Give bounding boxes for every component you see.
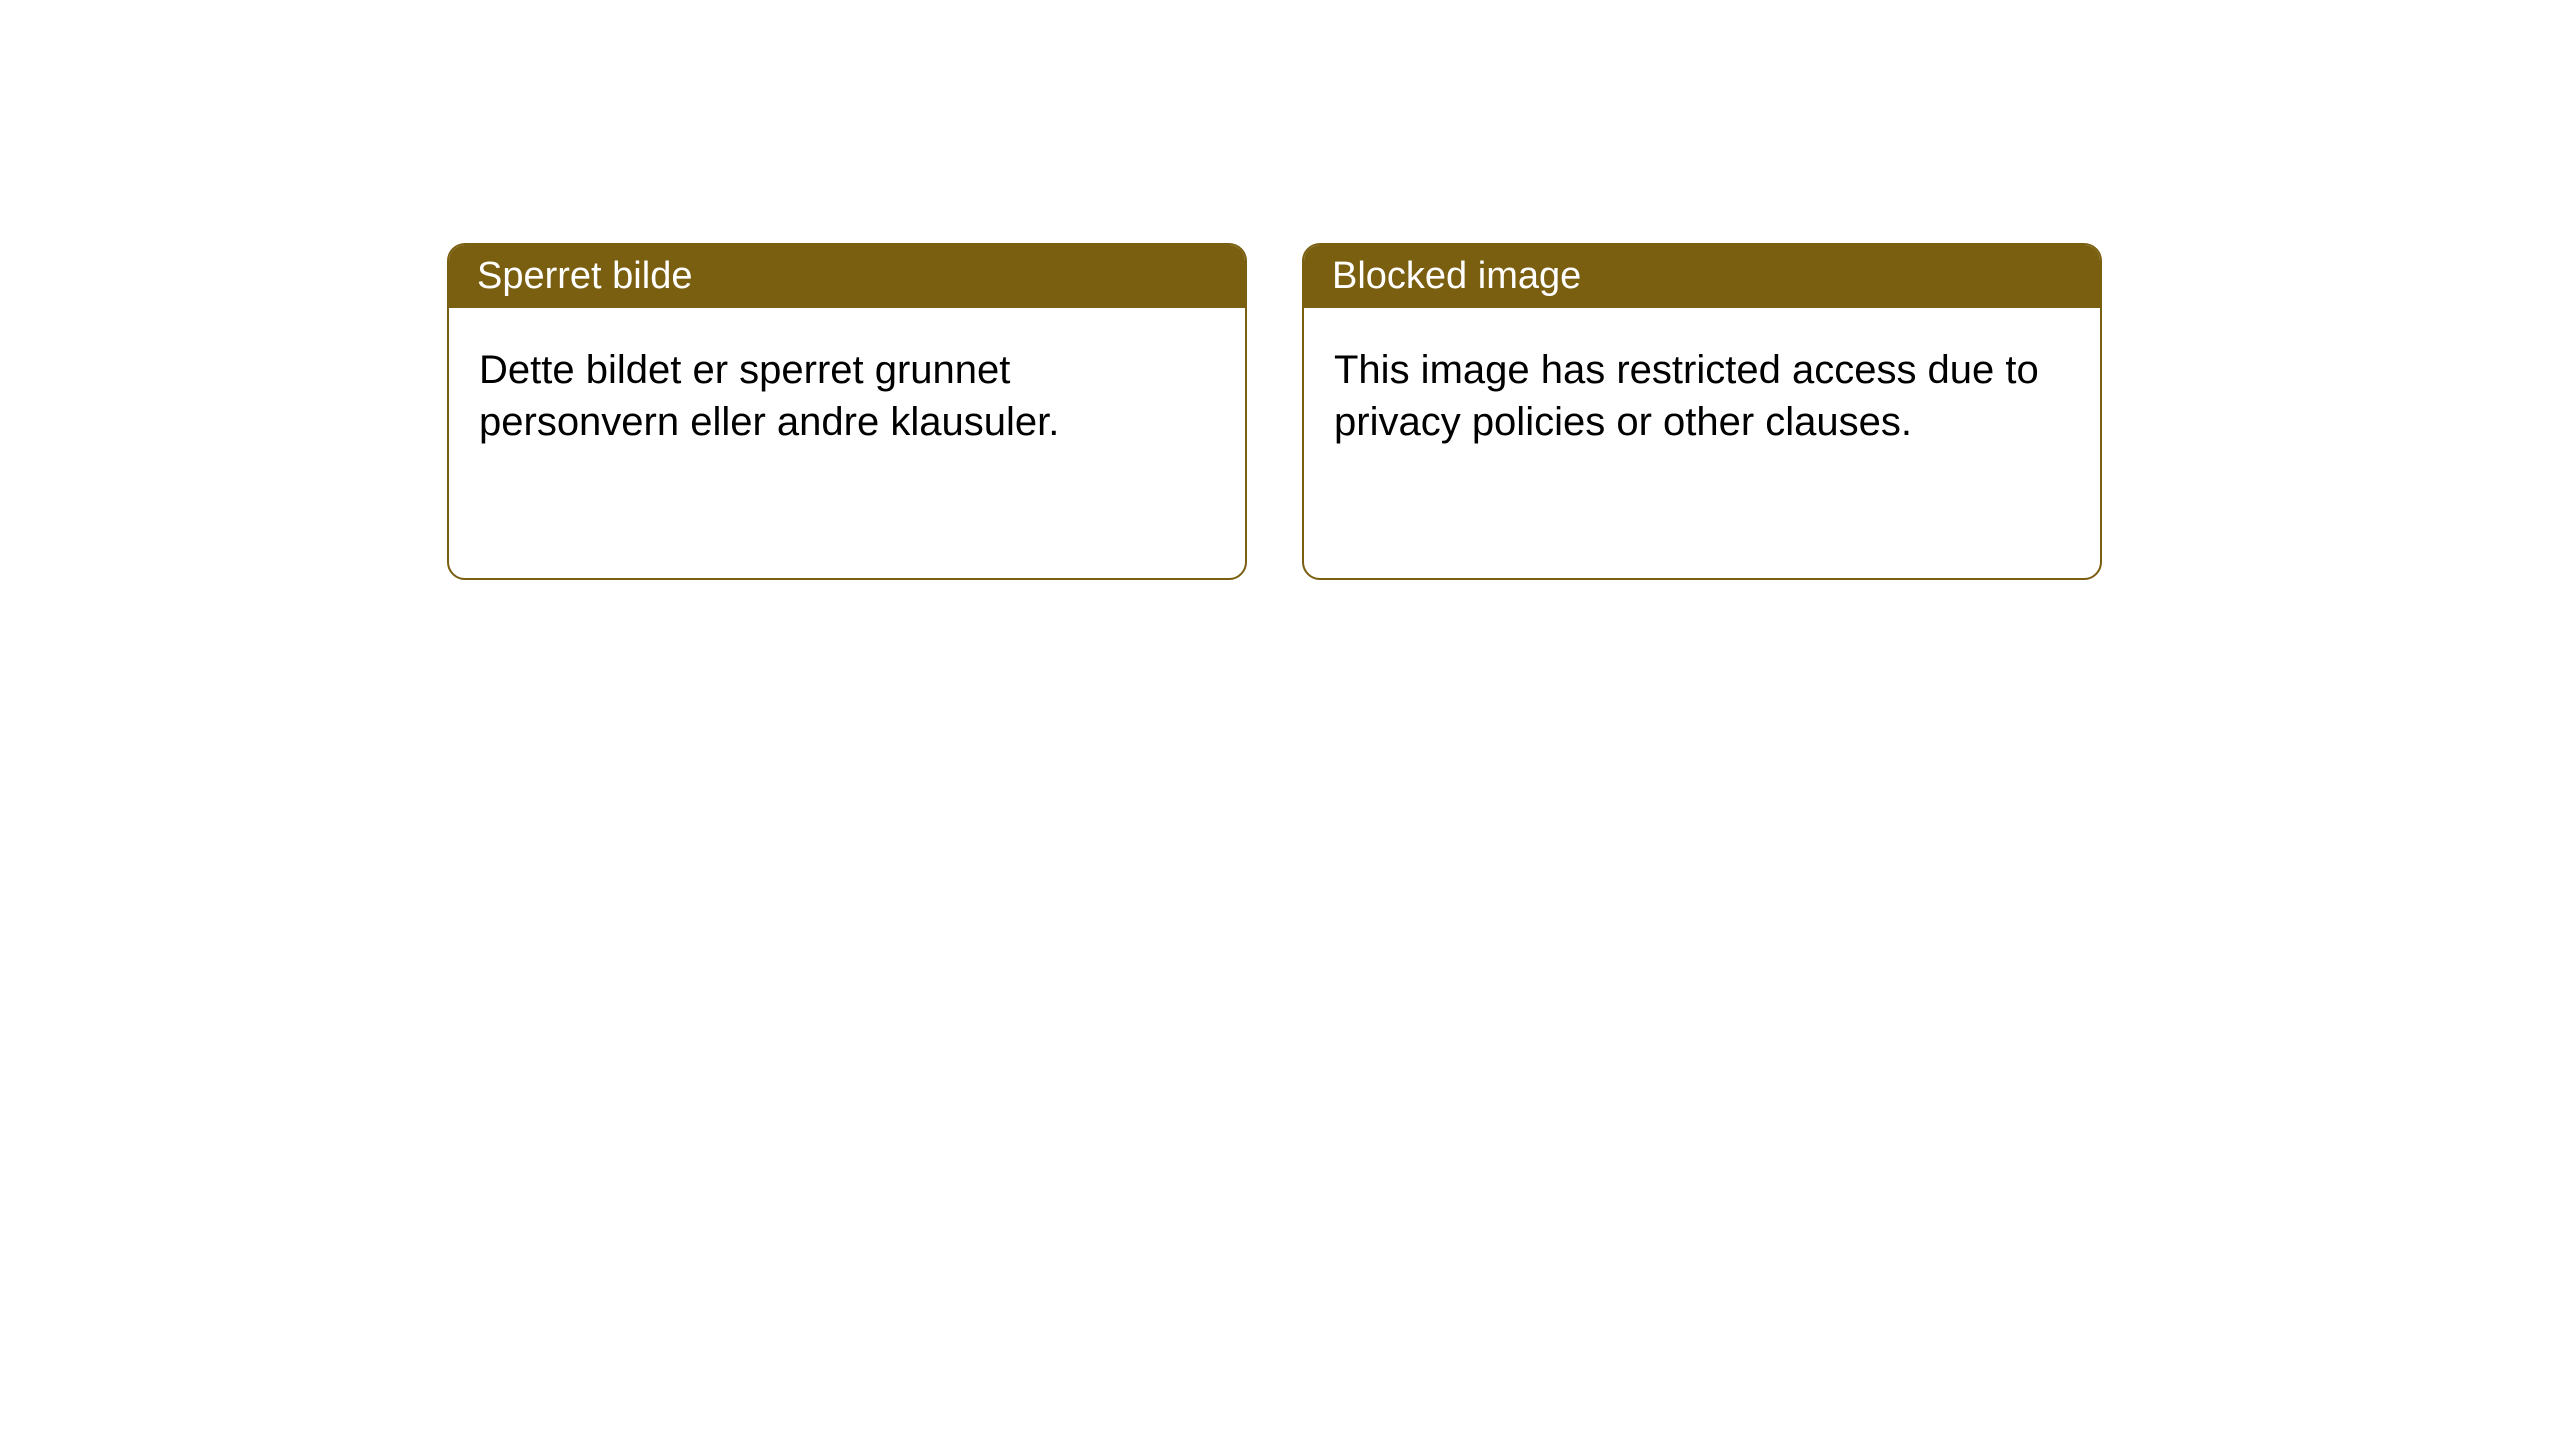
notice-header: Blocked image [1304,245,2100,308]
notice-body: This image has restricted access due to … [1304,308,2100,484]
notice-box-norwegian: Sperret bilde Dette bildet er sperret gr… [447,243,1247,580]
notice-title: Blocked image [1332,255,1581,297]
notice-box-english: Blocked image This image has restricted … [1302,243,2102,580]
notice-body-text: Dette bildet er sperret grunnet personve… [479,348,1059,444]
notice-body: Dette bildet er sperret grunnet personve… [449,308,1245,484]
notice-body-text: This image has restricted access due to … [1334,348,2039,444]
notice-header: Sperret bilde [449,245,1245,308]
notice-container: Sperret bilde Dette bildet er sperret gr… [0,0,2560,580]
notice-title: Sperret bilde [477,255,692,297]
